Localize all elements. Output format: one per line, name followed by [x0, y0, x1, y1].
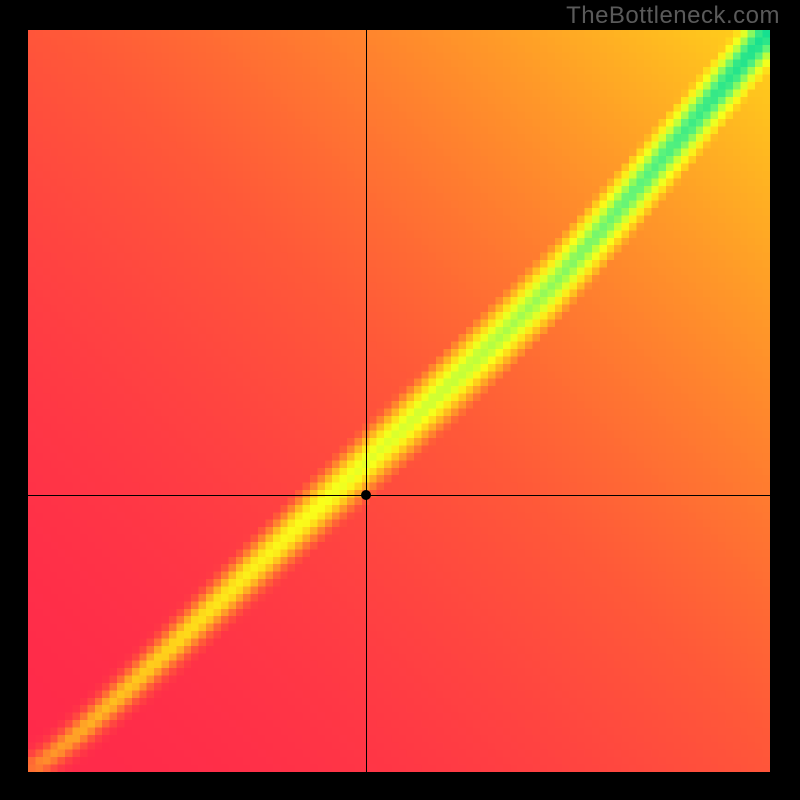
crosshair-vertical — [366, 30, 367, 772]
crosshair-horizontal — [28, 495, 770, 496]
heatmap-canvas — [28, 30, 770, 772]
heatmap-plot-area — [28, 30, 770, 772]
operating-point-marker — [361, 490, 371, 500]
watermark-text: TheBottleneck.com — [566, 2, 780, 30]
